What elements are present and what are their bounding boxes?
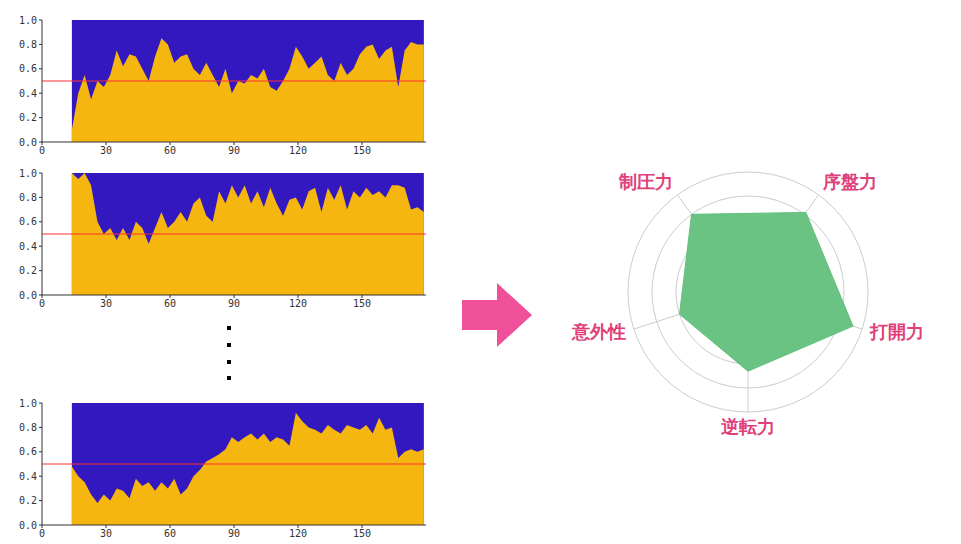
svg-text:30: 30 xyxy=(100,528,112,539)
svg-text:150: 150 xyxy=(353,145,371,156)
svg-text:30: 30 xyxy=(100,145,112,156)
svg-text:150: 150 xyxy=(353,528,371,539)
svg-text:0.6: 0.6 xyxy=(19,216,37,227)
svg-text:1.0: 1.0 xyxy=(19,398,37,409)
svg-text:0.2: 0.2 xyxy=(19,112,37,123)
svg-text:0.2: 0.2 xyxy=(19,265,37,276)
svg-text:0: 0 xyxy=(39,298,45,309)
svg-text:0.4: 0.4 xyxy=(19,88,37,99)
svg-text:0: 0 xyxy=(39,145,45,156)
svg-text:0.0: 0.0 xyxy=(19,137,37,148)
svg-text:0.2: 0.2 xyxy=(19,495,37,506)
svg-text:120: 120 xyxy=(289,298,307,309)
svg-text:150: 150 xyxy=(353,298,371,309)
svg-text:60: 60 xyxy=(164,528,176,539)
svg-text:0.8: 0.8 xyxy=(19,39,37,50)
svg-text:0.6: 0.6 xyxy=(19,63,37,74)
svg-text:意外性: 意外性 xyxy=(571,321,626,342)
svg-text:120: 120 xyxy=(289,145,307,156)
svg-text:打開力: 打開力 xyxy=(869,321,924,342)
svg-text:60: 60 xyxy=(164,298,176,309)
svg-text:0.8: 0.8 xyxy=(19,422,37,433)
svg-text:90: 90 xyxy=(228,145,240,156)
svg-text:0: 0 xyxy=(39,528,45,539)
svg-text:0.0: 0.0 xyxy=(19,520,37,531)
svg-text:0.6: 0.6 xyxy=(19,446,37,457)
svg-text:制圧力: 制圧力 xyxy=(618,171,673,192)
svg-text:60: 60 xyxy=(164,145,176,156)
svg-text:30: 30 xyxy=(100,298,112,309)
svg-text:0.0: 0.0 xyxy=(19,290,37,301)
svg-text:1.0: 1.0 xyxy=(19,15,37,26)
svg-text:1.0: 1.0 xyxy=(19,168,37,179)
svg-text:0.4: 0.4 xyxy=(19,471,37,482)
svg-text:90: 90 xyxy=(228,298,240,309)
svg-text:120: 120 xyxy=(289,528,307,539)
svg-text:0.8: 0.8 xyxy=(19,192,37,203)
svg-text:0.4: 0.4 xyxy=(19,241,37,252)
svg-text:90: 90 xyxy=(228,528,240,539)
svg-text:序盤力: 序盤力 xyxy=(822,171,877,192)
svg-text:逆転力: 逆転力 xyxy=(720,416,775,437)
